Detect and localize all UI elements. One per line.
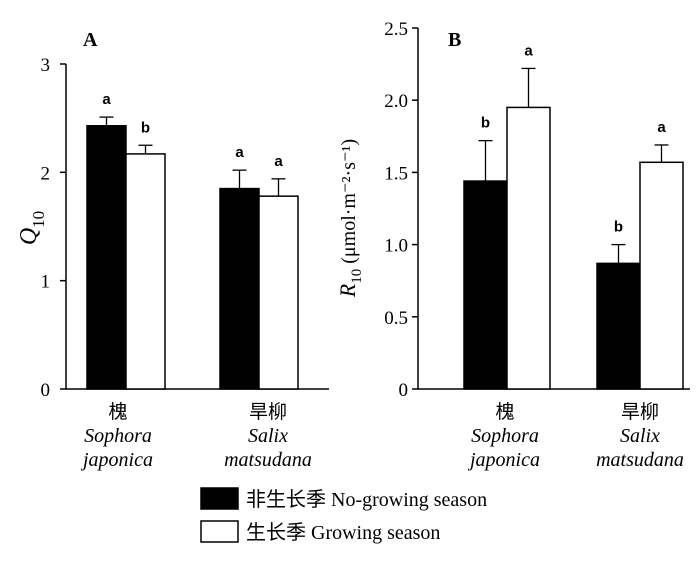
- panel-a-y-label-main: Q: [16, 228, 42, 245]
- y-tick-label: 1.5: [384, 163, 408, 184]
- significance-letter: a: [274, 153, 283, 170]
- y-tick-label: 2.0: [384, 91, 408, 112]
- y-tick-label: 1.0: [384, 236, 408, 257]
- y-tick-label: 1: [41, 272, 51, 293]
- significance-letter: b: [481, 115, 490, 132]
- panel-b-y-ticks: 0 0.5 1.0 1.5 2.0 2.5: [384, 19, 418, 401]
- legend-swatch-growing: [200, 520, 239, 543]
- panel-b-label: B: [448, 29, 461, 51]
- panel-b-y-label-sub: 10: [349, 269, 365, 284]
- legend-label-growing: 生长季 Growing season: [246, 521, 440, 544]
- significance-letter: a: [524, 42, 533, 59]
- x-category-latin-genus: Salix: [248, 425, 288, 447]
- bar: [125, 153, 166, 390]
- panel-a-y-label: Q10: [16, 211, 48, 245]
- x-category-latin-genus: Salix: [620, 425, 660, 447]
- significance-letter: a: [235, 144, 244, 161]
- panel-b: B 0 0.5 1.0 1.5 2.0 2.5 b a b a 槐Sophorajaponica…: [335, 19, 690, 471]
- x-category-latin-species: japonica: [467, 449, 540, 471]
- y-tick-label: 2.5: [384, 19, 408, 40]
- panel-a-label: A: [83, 29, 98, 51]
- bar: [219, 187, 260, 390]
- y-tick-label: 2: [41, 163, 51, 184]
- legend-swatch-no-growing: [200, 487, 239, 510]
- x-category-latin-species: japonica: [80, 449, 153, 471]
- panel-b-bars: b a b a: [463, 42, 684, 390]
- significance-letter: b: [141, 119, 150, 136]
- bar: [258, 195, 299, 390]
- panel-b-y-label-main: R: [335, 283, 360, 298]
- bar: [506, 106, 551, 390]
- significance-letter: b: [614, 219, 623, 236]
- x-category-cn: 旱柳: [249, 401, 287, 423]
- panel-a-bars: a b a a: [86, 91, 299, 390]
- bar: [596, 262, 641, 390]
- bar: [639, 161, 684, 390]
- x-category-cn: 旱柳: [621, 401, 659, 423]
- x-category-latin-genus: Sophora: [471, 425, 539, 447]
- x-category-latin-genus: Sophora: [84, 425, 152, 447]
- significance-letter: a: [102, 91, 111, 108]
- x-category-cn: 槐: [495, 401, 514, 423]
- bar: [463, 180, 508, 390]
- x-category-latin-species: matsudana: [224, 449, 312, 471]
- significance-letter: a: [657, 119, 666, 136]
- y-tick-label: 0: [399, 380, 409, 401]
- legend: 非生长季 No-growing season 生长季 Growing seaso…: [200, 487, 487, 544]
- panel-a-y-label-sub: 10: [29, 211, 48, 228]
- y-tick-label: 3: [41, 55, 51, 76]
- y-tick-label: 0.5: [384, 308, 408, 329]
- panel-b-y-label: R10 (μmol·m⁻²·s⁻¹): [335, 139, 365, 298]
- bar: [86, 125, 127, 390]
- y-tick-label: 0: [41, 380, 51, 401]
- legend-label-no-growing: 非生长季 No-growing season: [246, 488, 487, 511]
- panel-a-y-ticks: 0 1 2 3: [41, 55, 66, 401]
- x-category-latin-species: matsudana: [596, 449, 684, 471]
- x-category-cn: 槐: [108, 401, 127, 423]
- panel-b-y-label-unit: (μmol·m⁻²·s⁻¹): [338, 139, 360, 269]
